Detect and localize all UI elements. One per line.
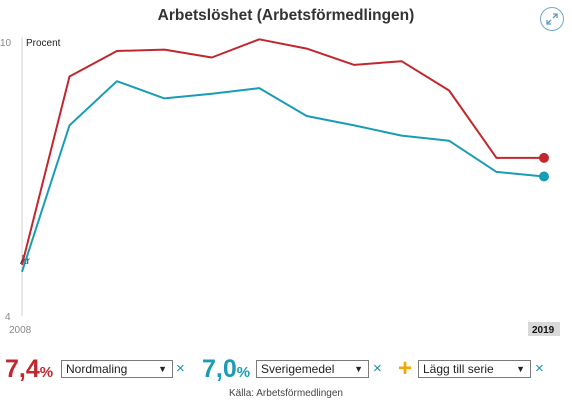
series1-remove-button[interactable]: × xyxy=(176,360,185,378)
series1-value-number: 7,4 xyxy=(5,355,40,383)
series-controls: 7,4% Nordmaling ▼ × 7,0% Sverigemedel ▼ … xyxy=(0,354,572,384)
series-endpoint-1[interactable] xyxy=(539,152,549,163)
series-line-2 xyxy=(21,80,545,273)
add-series-select-label: Lägg till serie xyxy=(423,362,494,376)
series2-value: 7,0% xyxy=(202,354,250,388)
add-series-plus-icon[interactable]: + xyxy=(398,355,413,382)
y-tick-label-top: 10 xyxy=(0,38,12,49)
series-line-1 xyxy=(21,38,544,266)
x-tick-label-end: 2019 xyxy=(532,325,555,336)
y-tick-label-bottom: 4 xyxy=(5,312,11,323)
chart-title: Arbetslöshet (Arbetsförmedlingen) xyxy=(157,7,415,24)
chevron-down-icon: ▼ xyxy=(158,364,167,374)
series-layer xyxy=(21,38,549,273)
x-tick-highlight xyxy=(528,322,560,336)
close-icon: × xyxy=(373,360,382,377)
add-series-select[interactable]: Lägg till serie ▼ xyxy=(418,360,531,378)
series2-value-unit: % xyxy=(236,364,251,381)
series2-select[interactable]: Sverigemedel ▼ xyxy=(256,360,369,378)
series2-select-label: Sverigemedel xyxy=(261,362,335,376)
series1-select-label: Nordmaling xyxy=(66,362,128,376)
close-icon: × xyxy=(176,360,185,377)
y-axis-label: Procent xyxy=(26,38,61,49)
source-note: Källa: Arbetsförmedlingen xyxy=(229,388,343,399)
expand-icon xyxy=(546,13,558,25)
series2-value-number: 7,0 xyxy=(202,355,237,383)
series2-remove-button[interactable]: × xyxy=(373,360,382,378)
chevron-down-icon: ▼ xyxy=(516,364,525,374)
add-series-remove-button[interactable]: × xyxy=(535,360,544,378)
x-tick-label-start: 2008 xyxy=(9,325,32,336)
series1-value-unit: % xyxy=(39,364,54,381)
series-endpoint-2[interactable] xyxy=(539,171,549,182)
series1-value: 7,4% xyxy=(5,354,53,388)
close-icon: × xyxy=(535,360,544,377)
expand-button[interactable] xyxy=(540,7,564,31)
chevron-down-icon: ▼ xyxy=(354,364,363,374)
chart-svg: 10 4 Procent År 2008 2019 xyxy=(0,37,560,336)
series1-select[interactable]: Nordmaling ▼ xyxy=(61,360,173,378)
